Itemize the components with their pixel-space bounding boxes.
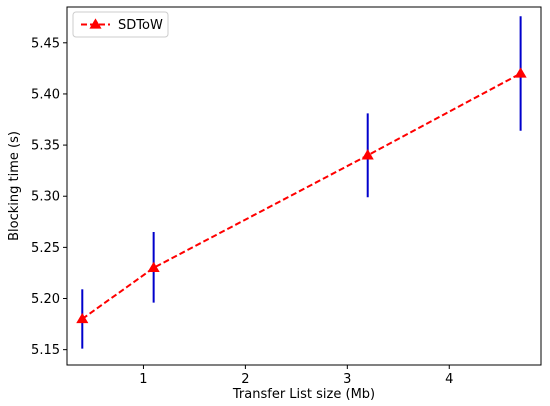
y-tick-label: 5.20 <box>31 292 60 307</box>
x-axis-label: Transfer List size (Mb) <box>232 387 375 402</box>
series-line <box>81 72 522 320</box>
legend-marker <box>89 18 102 29</box>
data-point <box>147 261 160 272</box>
x-tick-label: 4 <box>445 372 453 387</box>
plot-frame <box>66 6 542 366</box>
y-tick-label: 5.30 <box>31 190 60 205</box>
y-tick-label: 5.35 <box>31 139 60 154</box>
y-tick-label: 5.40 <box>31 87 60 102</box>
y-tick-label: 5.15 <box>31 343 60 358</box>
legend-box <box>72 11 169 38</box>
legend: SDToW <box>72 11 169 38</box>
data-point <box>361 149 374 160</box>
y-axis-label: Blocking time (s) <box>7 131 22 241</box>
y-tick-label: 5.25 <box>31 241 60 256</box>
data-point <box>514 67 527 78</box>
axes: 1 2 3 4 5.15 5.20 5.25 5.30 5.35 5.40 5.45 <box>31 6 542 387</box>
legend-label: SDToW <box>118 18 163 33</box>
x-tick-label: 1 <box>139 372 147 387</box>
plot-area <box>76 16 527 349</box>
data-point <box>76 312 89 324</box>
y-tick-label: 5.45 <box>31 36 60 51</box>
x-tick-label: 3 <box>343 372 351 387</box>
x-tick-label: 2 <box>241 372 249 387</box>
